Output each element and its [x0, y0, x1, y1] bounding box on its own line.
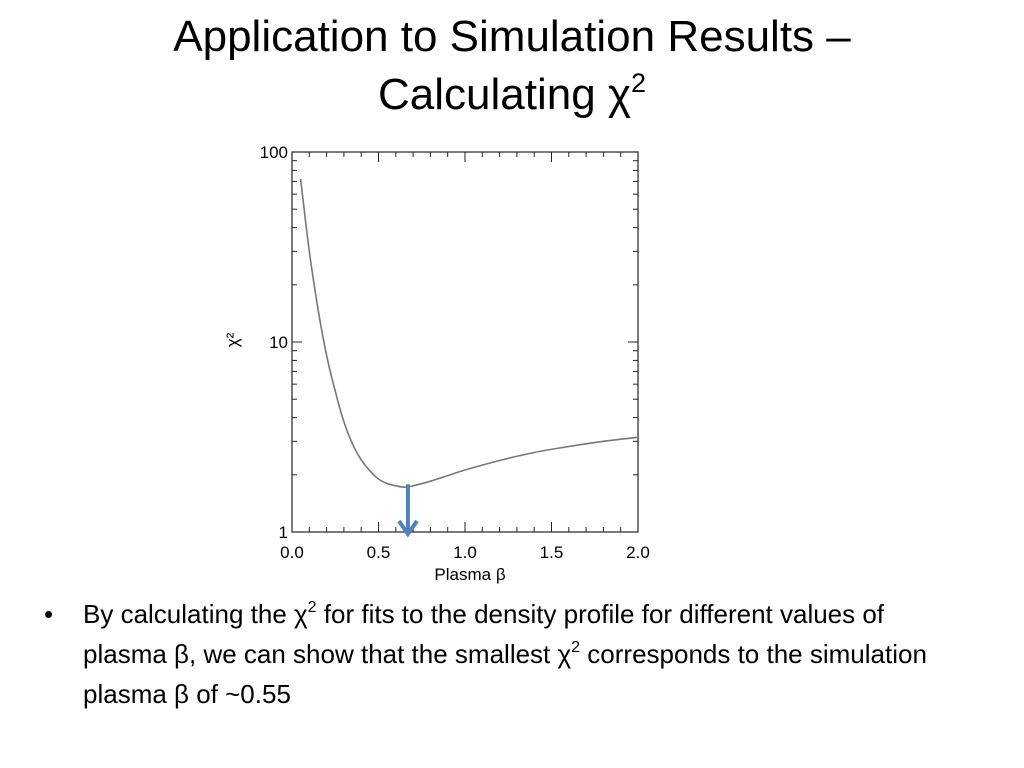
bullet-text-part3: corresponds to the simulation plasma β o…: [83, 639, 927, 709]
x-tick-label: 0.5: [367, 543, 391, 562]
bullet-text-part1: By calculating the χ: [83, 599, 308, 629]
bullet-superscript-1: 2: [307, 599, 317, 616]
bullet-text: By calculating the χ2 for fits to the de…: [83, 594, 970, 714]
x-tick-label: 1.5: [540, 543, 564, 562]
minimum-arrow-head: [397, 519, 419, 538]
y-axis-label: χ²: [223, 332, 242, 347]
y-tick-label: 10: [269, 333, 288, 352]
bullet-marker: •: [44, 599, 54, 629]
chi-squared-chart: 0.0 0.5 1.0 1.5 2.0 1 10 100 Plasma β χ²: [223, 143, 650, 584]
title-line-1: Application to Simulation Results –: [173, 12, 851, 61]
y-tick-labels: 1 10 100: [260, 143, 288, 542]
bullet-superscript-2: 2: [571, 639, 581, 656]
x-tick-labels: 0.0 0.5 1.0 1.5 2.0: [280, 543, 650, 562]
x-axis-label: Plasma β: [434, 565, 505, 584]
axis-ticks: [291, 151, 639, 533]
bullet-point: • By calculating the χ2 for fits to the …: [40, 594, 970, 714]
bullet-text-part2: for fits to the density profile for diff…: [83, 599, 885, 669]
x-tick-label: 2.0: [626, 543, 650, 562]
title-superscript: 2: [630, 68, 647, 98]
x-tick-label: 1.0: [453, 543, 477, 562]
slide-title: Application to Simulation Results – Calc…: [60, 8, 964, 124]
chi-squared-curve: [299, 179, 639, 489]
y-tick-label: 100: [260, 143, 288, 162]
title-line-2: Calculating χ2: [60, 66, 964, 124]
y-tick-label: 1: [279, 523, 288, 542]
x-tick-label: 0.0: [280, 543, 304, 562]
title-line-2-text: Calculating χ: [377, 70, 631, 119]
plot-frame: [291, 151, 639, 533]
